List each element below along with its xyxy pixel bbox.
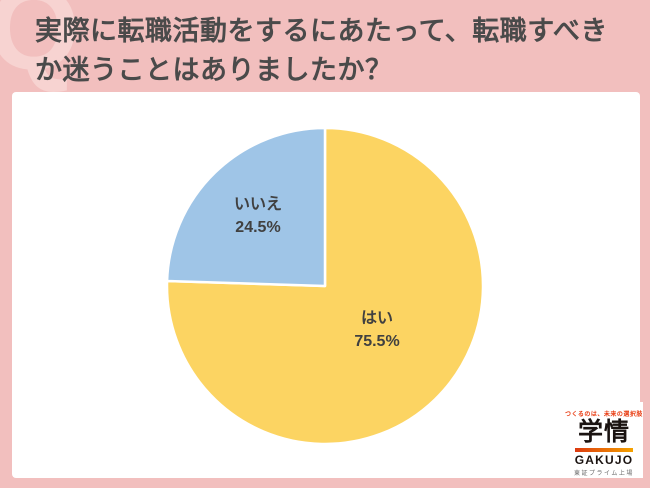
pie-label-no-value: 24.5%: [235, 219, 281, 236]
logo-stock-listing-text: 東証プライム上場: [574, 471, 634, 478]
logo-tagline: つくるのは、未来の選択肢: [565, 412, 643, 418]
title-line-2: か迷うことはありましたか？: [35, 55, 393, 85]
pie-label-yes: はい 75.5%: [354, 307, 399, 353]
question-watermark-letter: Q: [0, 0, 80, 95]
logo-company-kanji: 学情: [577, 418, 630, 446]
pie-label-no-text: いいえ: [233, 196, 283, 213]
pie-slice-no: [165, 126, 327, 288]
pie-chart: [165, 126, 485, 446]
gakujo-logo: つくるのは、未来の選択肢 学情 GAKUJO 東証プライム上場: [565, 402, 643, 478]
chart-panel: いいえ 24.5% はい 75.5%: [12, 92, 640, 478]
pie-label-yes-value: 75.5%: [354, 333, 400, 350]
title-line-1: 実際に転職活動をするにあたって、転職すべき: [35, 16, 608, 46]
chart-question-title: 実際に転職活動をするにあたって、転職すべき か迷うことはありましたか？: [35, 12, 635, 90]
pie-label-no: いいえ 24.5%: [234, 193, 282, 239]
pie-label-yes-text: はい: [360, 310, 393, 327]
logo-gradient-bar: [575, 448, 633, 452]
logo-company-roman: GAKUJO: [574, 453, 634, 467]
